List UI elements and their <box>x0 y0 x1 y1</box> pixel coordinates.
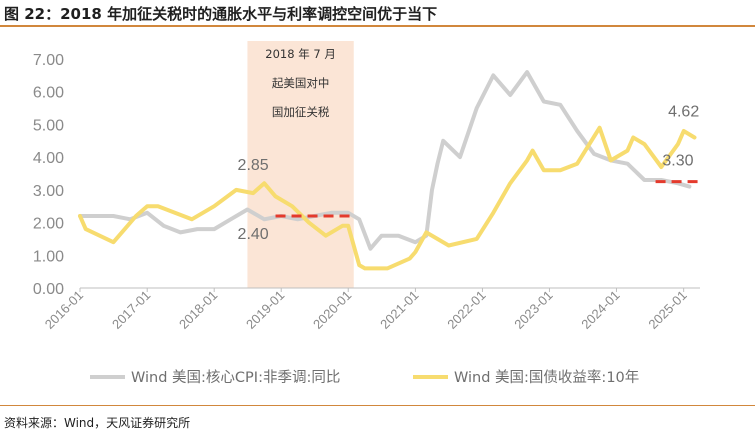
x-tick-label: 2025-01 <box>645 288 689 332</box>
series-line-core-cpi <box>78 70 692 251</box>
legend-label-core-cpi: Wind 美国:核心CPI:非季调:同比 <box>131 369 340 386</box>
label-4-62: 4.62 <box>668 103 699 120</box>
x-axis: 2016-01 2017-01 2018-01 2019-01 2020-01 2021-… <box>42 288 690 332</box>
x-tick-label: 2023-01 <box>511 288 555 332</box>
y-tick-label: 3.00 <box>33 183 64 200</box>
y-tick-label: 2.00 <box>33 216 64 233</box>
figure-title: 图 22：2018 年加征关税时的通胀水平与利率调控空间优于当下 <box>4 5 438 23</box>
title-rule <box>0 25 755 27</box>
legend-label-10y-yield: Wind 美国:国债收益率:10年 <box>454 369 639 386</box>
x-tick-label: 2024-01 <box>578 288 622 332</box>
x-tick-label: 2019-01 <box>243 288 287 332</box>
shade-text-line-2: 起美国对中 <box>272 76 330 90</box>
x-tick-label: 2020-01 <box>310 288 354 332</box>
label-2-40: 2.40 <box>238 226 269 243</box>
y-tick-label: 6.00 <box>33 85 64 102</box>
shade-text-line-1: 2018 年 7 月 <box>265 47 336 61</box>
x-tick-label: 2022-01 <box>444 288 488 332</box>
label-3-30: 3.30 <box>662 152 693 169</box>
x-tick-label: 2017-01 <box>109 288 153 332</box>
series-line-10y-yield <box>78 125 697 271</box>
y-axis: 0.00 1.00 2.00 3.00 4.00 5.00 6.00 7.00 <box>33 52 64 298</box>
x-tick-label: 2018-01 <box>176 288 220 332</box>
x-tick-label: 2021-01 <box>377 288 421 332</box>
label-2-85: 2.85 <box>238 157 269 174</box>
y-tick-label: 0.00 <box>33 281 64 298</box>
y-tick-label: 7.00 <box>33 52 64 69</box>
source-note: 资料来源：Wind，天风证券研究所 <box>4 416 191 430</box>
y-tick-label: 5.00 <box>33 117 64 134</box>
tariff-period-shade <box>247 41 354 288</box>
legend: Wind 美国:核心CPI:非季调:同比 Wind 美国:国债收益率:10年 <box>90 369 639 386</box>
y-tick-label: 1.00 <box>33 248 64 265</box>
footer-rule <box>0 405 755 406</box>
shade-text-line-3: 国加征关税 <box>272 105 330 119</box>
y-tick-label: 4.00 <box>33 150 64 167</box>
line-chart: 2018 年 7 月 起美国对中 国加征关税 0.00 1.00 2.00 3.00 4… <box>33 41 700 386</box>
